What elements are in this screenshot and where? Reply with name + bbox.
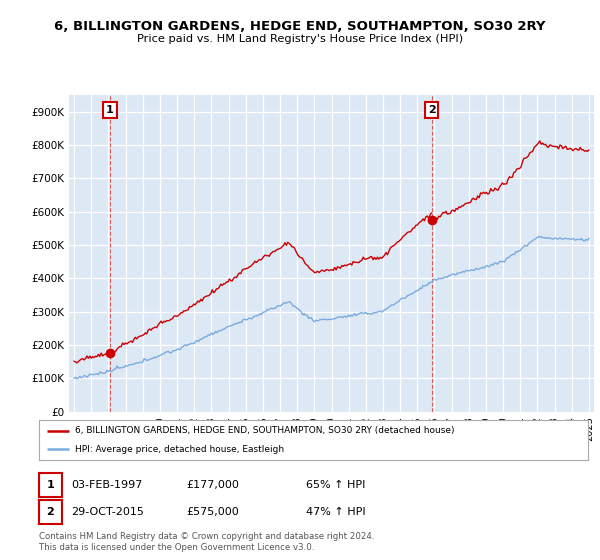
Text: 65% ↑ HPI: 65% ↑ HPI: [306, 480, 365, 490]
Text: 6, BILLINGTON GARDENS, HEDGE END, SOUTHAMPTON, SO30 2RY (detached house): 6, BILLINGTON GARDENS, HEDGE END, SOUTHA…: [74, 426, 454, 435]
Text: 2: 2: [47, 507, 54, 517]
Text: 1: 1: [47, 480, 54, 490]
Text: Contains HM Land Registry data © Crown copyright and database right 2024.
This d: Contains HM Land Registry data © Crown c…: [39, 531, 374, 553]
Text: £177,000: £177,000: [186, 480, 239, 490]
Text: Price paid vs. HM Land Registry's House Price Index (HPI): Price paid vs. HM Land Registry's House …: [137, 34, 463, 44]
Text: HPI: Average price, detached house, Eastleigh: HPI: Average price, detached house, East…: [74, 445, 284, 454]
Text: 1: 1: [106, 105, 114, 115]
Text: £575,000: £575,000: [186, 507, 239, 517]
Text: 47% ↑ HPI: 47% ↑ HPI: [306, 507, 365, 517]
Text: 6, BILLINGTON GARDENS, HEDGE END, SOUTHAMPTON, SO30 2RY: 6, BILLINGTON GARDENS, HEDGE END, SOUTHA…: [54, 20, 546, 32]
Text: 29-OCT-2015: 29-OCT-2015: [71, 507, 143, 517]
Text: 03-FEB-1997: 03-FEB-1997: [71, 480, 142, 490]
Text: 2: 2: [428, 105, 436, 115]
